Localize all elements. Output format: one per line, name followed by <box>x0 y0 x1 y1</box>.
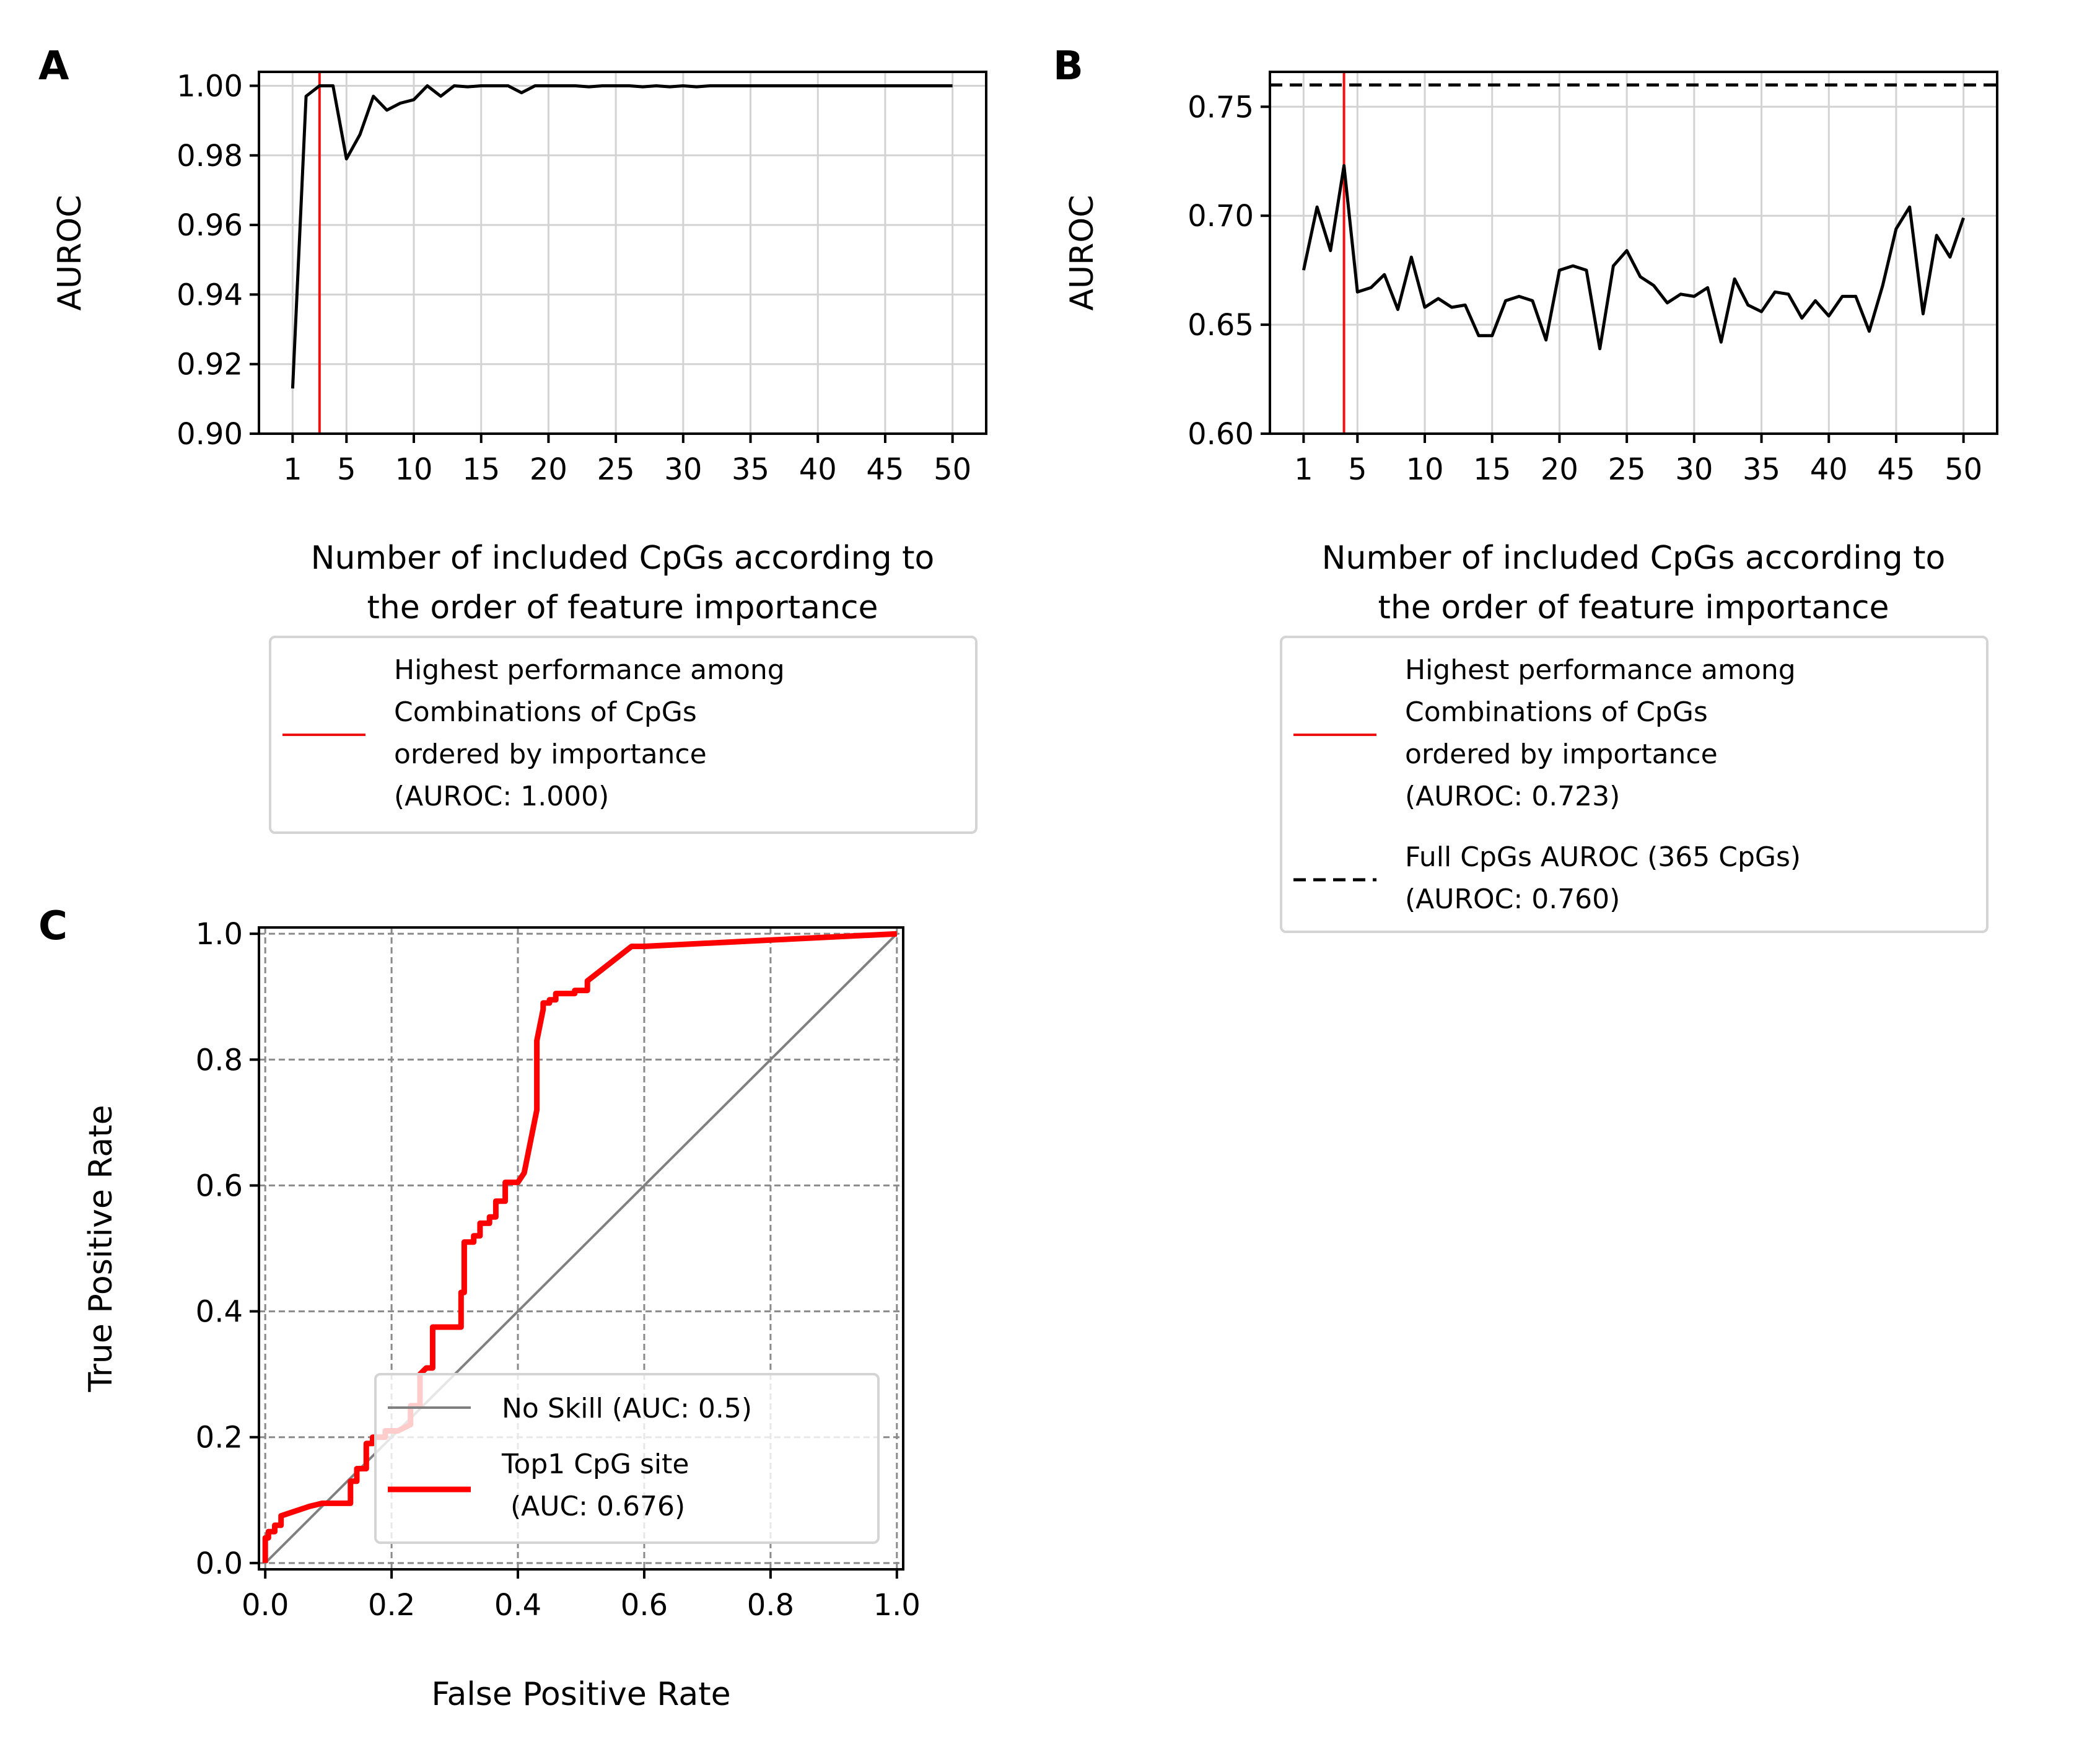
panel-a-x-tick-label-0: 1 <box>283 452 302 487</box>
panel-a-x-tick-label-9: 45 <box>866 452 904 487</box>
panel-c-legend: No Skill (AUC: 0.5) Top1 CpG site (AUC: … <box>374 1373 880 1544</box>
panel-a-y-tick-label-1: 0.92 <box>177 348 243 382</box>
panel-a: A 1 5 10 15 20 25 30 35 40 45 50 0.900.920.940.960… <box>38 43 987 834</box>
panel-b-legend: Highest performance among Combinations o… <box>1280 636 1988 933</box>
panel-a-x-tick-label-8: 40 <box>799 452 837 487</box>
panel-c-y-tick-label-3: 0.6 <box>196 1168 243 1203</box>
panel-b-y-ticks: 0.60 0.65 0.70 0.75 <box>1188 90 1270 452</box>
panel-a-y-tick-label-5: 1.00 <box>177 69 243 103</box>
panel-c-series <box>262 931 898 1564</box>
panel-b-x-tick-label-6: 30 <box>1675 452 1713 487</box>
panel-a-legend-box <box>269 636 978 834</box>
panel-c-x-ticks: 0.0 0.2 0.4 0.6 0.8 1.0 <box>242 1569 921 1623</box>
panel-b-x-tick-label-4: 20 <box>1541 452 1578 487</box>
panel-c-legend-text-3: (AUC: 0.676) <box>502 1491 685 1522</box>
panel-a-x-axis-label-line-1: Number of included CpGs according to <box>311 540 935 577</box>
panel-a-grid <box>259 72 986 435</box>
panel-b-x-ticks: 1 5 10 15 20 25 30 35 40 45 50 <box>1294 434 1982 487</box>
panel-c-y-tick-label-1: 0.2 <box>196 1421 243 1455</box>
panel-a-x-tick-label-3: 15 <box>462 452 500 487</box>
panel-c-x-tick-label-4: 0.8 <box>747 1588 794 1623</box>
panel-b-x-tick-label-7: 35 <box>1743 452 1780 487</box>
panel-a-y-tick-label-4: 0.98 <box>177 139 243 173</box>
panel-a-x-tick-label-10: 50 <box>934 452 971 487</box>
panel-b-series <box>1302 164 1965 351</box>
panel-a-y-ticks: 0.90 0.92 0.94 0.96 0.98 1.00 <box>177 69 259 452</box>
panel-c-y-tick-label-4: 0.8 <box>196 1043 243 1077</box>
panel-b-legend-text-4: (AUROC: 0.723) <box>1405 781 1620 812</box>
panel-a-x-ticks: 1 5 10 15 20 25 30 35 40 45 50 <box>283 434 971 487</box>
panel-b-grid <box>1270 72 1997 435</box>
panel-c-y-ticks: 0.0 0.2 0.4 0.6 0.8 1.0 <box>196 917 259 1581</box>
panel-b-x-tick-label-3: 15 <box>1473 452 1511 487</box>
panel-a-x-tick-label-1: 5 <box>337 452 356 487</box>
panel-a-legend-text-3: ordered by importance <box>394 739 707 770</box>
panel-b-axes-frame <box>1269 71 1998 435</box>
panel-c-x-axis-label: False Positive Rate <box>431 1676 730 1713</box>
panel-b-y-tick-label-1: 0.65 <box>1188 308 1254 343</box>
panel-a-legend: Highest performance among Combinations o… <box>269 636 978 834</box>
panel-b-x-tick-label-1: 5 <box>1348 452 1367 487</box>
panel-b-y-tick-label-2: 0.70 <box>1188 199 1254 234</box>
panel-a-legend-text-4: (AUROC: 1.000) <box>394 781 609 812</box>
panel-c-legend-text-2: Top1 CpG site <box>501 1449 689 1480</box>
panel-a-y-tick-label-0: 0.90 <box>177 417 243 452</box>
panel-a-series-line-0 <box>291 84 953 389</box>
panel-c-y-tick-label-5: 1.0 <box>196 917 243 952</box>
panel-b-legend-box <box>1280 636 1988 933</box>
panel-b-legend-text-6: (AUROC: 0.760) <box>1405 883 1620 915</box>
panel-c-y-axis-label: True Positive Rate <box>82 1105 120 1392</box>
panel-b-y-tick-label-3: 0.75 <box>1188 90 1254 125</box>
panel-a-x-tick-label-4: 20 <box>530 452 567 487</box>
panel-b-legend-text-2: Combinations of CpGs <box>1405 696 1708 728</box>
panel-b: B 1 5 10 15 20 25 30 35 40 45 50 0.600.650.700.75 … <box>1053 43 1998 933</box>
panel-a-x-tick-label-6: 30 <box>664 452 702 487</box>
panel-c-y-tick-label-0: 0.0 <box>196 1546 243 1581</box>
panel-c-legend-box <box>374 1373 880 1544</box>
panel-a-y-tick-label-2: 0.94 <box>177 278 243 312</box>
panel-b-x-axis-label-line-2: the order of feature importance <box>1378 589 1889 626</box>
panel-c-x-tick-label-2: 0.4 <box>494 1588 541 1623</box>
panel-c-x-tick-label-3: 0.6 <box>621 1588 668 1623</box>
panel-b-x-axis-label-line-1: Number of included CpGs according to <box>1322 540 1946 577</box>
panel-a-x-tick-label-7: 35 <box>732 452 769 487</box>
panel-c-y-tick-label-2: 0.4 <box>196 1295 243 1330</box>
panel-c-x-tick-label-5: 1.0 <box>873 1588 921 1623</box>
panel-a-y-axis-label: AUROC <box>51 195 89 310</box>
panel-c-x-tick-label-1: 0.2 <box>368 1588 415 1623</box>
panel-a-x-tick-label-5: 25 <box>597 452 635 487</box>
panel-c-x-tick-label-0: 0.0 <box>242 1588 289 1623</box>
panel-b-legend-text-3: ordered by importance <box>1405 739 1718 770</box>
panel-a-y-tick-label-3: 0.96 <box>177 208 243 243</box>
panel-a-x-tick-label-2: 10 <box>395 452 432 487</box>
panel-b-x-tick-label-8: 40 <box>1810 452 1848 487</box>
panel-c: C 0.0 0.2 0.4 0.6 0.8 1.0 0.00.20.40.60.81.0 … <box>38 903 921 1713</box>
panel-b-x-tick-label-2: 10 <box>1406 452 1443 487</box>
panel-a-axes-frame <box>258 71 987 435</box>
panel-c-legend-text-1: No Skill (AUC: 0.5) <box>502 1393 752 1424</box>
panel-letter-c: C <box>38 903 68 949</box>
panel-b-y-tick-label-0: 0.60 <box>1188 417 1254 452</box>
panel-b-reference-lines <box>1270 72 1997 434</box>
panel-b-legend-text-5: Full CpGs AUROC (365 CpGs) <box>1405 841 1801 873</box>
panel-b-x-tick-label-10: 50 <box>1945 452 1982 487</box>
panel-b-x-tick-label-9: 45 <box>1877 452 1915 487</box>
panel-a-legend-text-2: Combinations of CpGs <box>394 696 697 728</box>
panel-letter-b: B <box>1053 43 1083 89</box>
panel-letter-a: A <box>38 43 69 89</box>
panel-b-y-axis-label: AUROC <box>1064 195 1101 310</box>
panel-a-legend-text-1: Highest performance among <box>394 654 785 686</box>
panel-a-x-axis-label-line-2: the order of feature importance <box>367 589 878 626</box>
panel-c-axes-frame <box>258 926 904 1571</box>
panel-b-x-tick-label-5: 25 <box>1608 452 1646 487</box>
panel-b-x-tick-label-0: 1 <box>1294 452 1313 487</box>
panel-a-series <box>291 84 953 389</box>
panel-c-series-line-1 <box>262 931 898 1563</box>
panel-c-series-line-0 <box>264 932 898 1564</box>
panel-b-legend-text-1: Highest performance among <box>1405 654 1796 686</box>
panel-b-series-line-0 <box>1302 164 1965 351</box>
